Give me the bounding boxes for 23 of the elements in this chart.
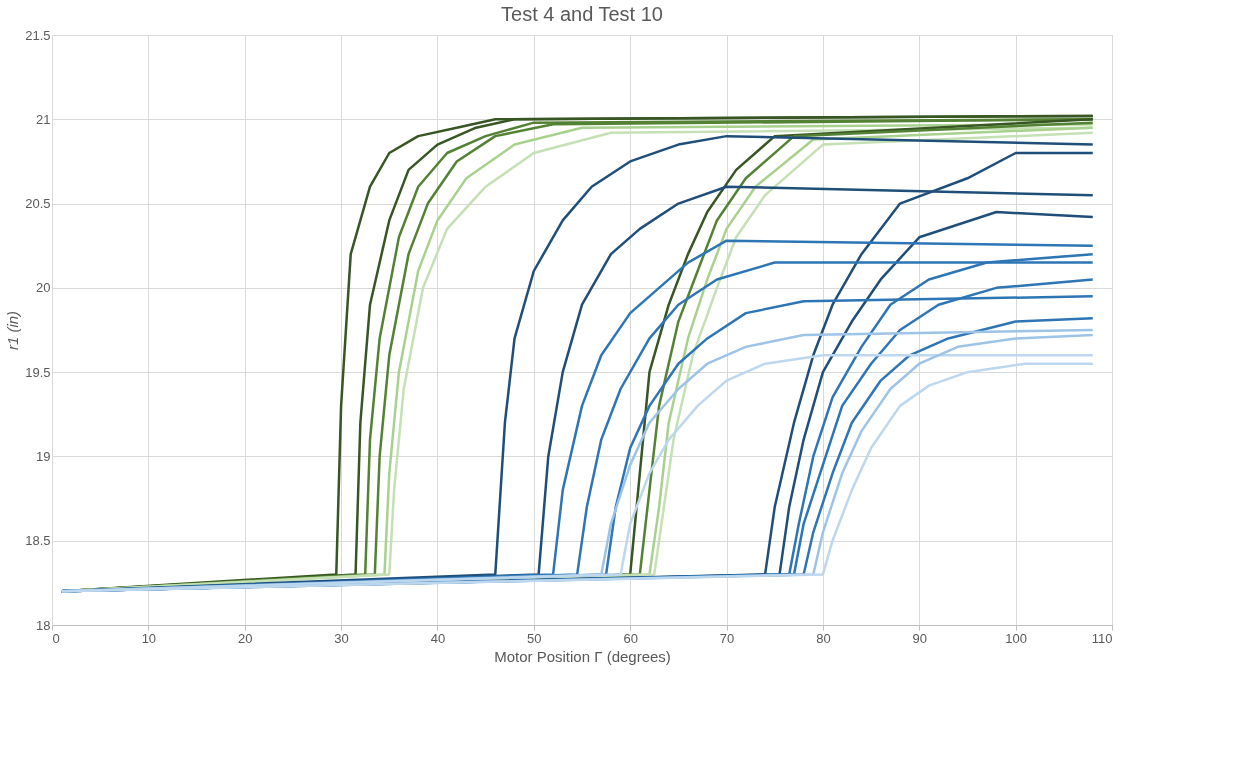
x-tick-label: 40 [430,630,446,646]
x-axis-title: Motor Position Γ (degrees) [494,647,671,665]
y-tick-label: 18 [36,617,51,633]
x-tick-label: 70 [719,630,735,646]
x-tick-label: 20 [237,630,253,646]
x-tick-label: 60 [623,630,638,646]
y-tick-label: 21 [36,111,51,127]
x-tick-label: 100 [1005,630,1027,646]
y-axis-title: r1 (in) [4,310,22,351]
y-tick-label: 20.5 [25,196,51,212]
x-tick-label: 80 [816,630,831,646]
y-tick-label: 19.5 [25,364,51,380]
x-tick-label: 90 [912,630,928,646]
x-tick-label: 110 [1091,630,1113,646]
x-tick-label: 10 [141,630,157,646]
x-tick-label: 50 [527,630,542,646]
chart-title: Test 4 and Test 10 [501,3,663,25]
x-tick-label: 0 [52,630,60,646]
x-tick-label: 30 [334,630,349,646]
y-tick-label: 19 [36,448,51,464]
y-tick-label: 18.5 [25,533,51,549]
y-tick-label: 20 [36,280,51,296]
y-tick-label: 21.5 [25,27,51,43]
